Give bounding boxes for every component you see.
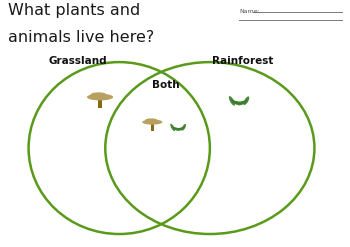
Ellipse shape bbox=[182, 124, 186, 131]
Ellipse shape bbox=[87, 94, 113, 101]
Ellipse shape bbox=[237, 101, 246, 104]
Text: Both: Both bbox=[153, 81, 180, 90]
Ellipse shape bbox=[231, 100, 240, 105]
Text: What plants and: What plants and bbox=[8, 3, 140, 18]
Ellipse shape bbox=[174, 128, 183, 130]
Ellipse shape bbox=[234, 102, 245, 104]
Ellipse shape bbox=[239, 100, 248, 105]
Ellipse shape bbox=[176, 127, 183, 130]
Text: animals live here?: animals live here? bbox=[8, 30, 154, 45]
Ellipse shape bbox=[170, 124, 175, 131]
Ellipse shape bbox=[91, 92, 107, 97]
FancyBboxPatch shape bbox=[98, 100, 102, 108]
Ellipse shape bbox=[178, 126, 186, 131]
Ellipse shape bbox=[172, 126, 179, 131]
Text: Grassland: Grassland bbox=[48, 56, 107, 66]
FancyBboxPatch shape bbox=[151, 124, 154, 131]
Ellipse shape bbox=[243, 96, 249, 105]
Text: Name:: Name: bbox=[239, 9, 260, 14]
Text: Rainforest: Rainforest bbox=[212, 56, 274, 66]
Ellipse shape bbox=[229, 96, 235, 106]
Ellipse shape bbox=[233, 101, 242, 104]
Ellipse shape bbox=[145, 118, 158, 122]
Ellipse shape bbox=[142, 120, 162, 125]
Ellipse shape bbox=[174, 127, 181, 130]
